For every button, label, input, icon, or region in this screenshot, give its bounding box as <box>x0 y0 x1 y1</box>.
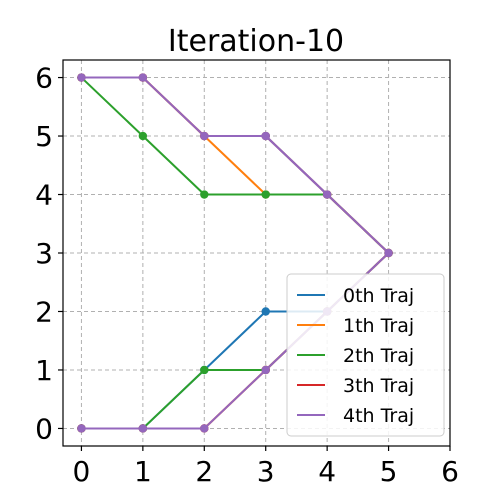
legend-label: 4th Traj <box>343 405 414 427</box>
y-tick-label: 5 <box>35 120 53 153</box>
y-tick-label: 4 <box>35 179 53 212</box>
data-point <box>200 424 209 433</box>
series-layer <box>77 73 393 433</box>
legend-label: 0th Traj <box>343 285 414 307</box>
legend: 0th Traj 1th Traj 2th Traj 3th Traj 4th Traj <box>286 273 445 437</box>
data-point <box>77 424 86 433</box>
data-point <box>261 131 270 141</box>
data-point <box>138 131 148 141</box>
x-tick-label: 0 <box>73 455 91 488</box>
data-point <box>261 365 270 375</box>
data-point <box>200 190 209 199</box>
legend-label: 3th Traj <box>343 375 414 397</box>
data-point <box>138 73 148 82</box>
y-tick-label: 2 <box>35 295 53 328</box>
data-point <box>138 424 148 433</box>
series-4 <box>77 73 393 433</box>
x-tick-label: 6 <box>441 455 459 488</box>
x-tick-label: 4 <box>318 455 336 488</box>
y-tick-label: 3 <box>35 237 53 270</box>
legend-box <box>286 273 445 437</box>
chart-title: Iteration-10 <box>168 24 344 59</box>
x-tick-label: 3 <box>257 455 275 488</box>
ticks: 0 1 2 3 4 5 6 0 1 2 3 4 5 6 <box>35 62 459 488</box>
x-tick-label: 1 <box>134 455 152 488</box>
data-point <box>261 307 270 316</box>
legend-label: 1th Traj <box>343 315 414 337</box>
legend-label: 2th Traj <box>343 345 414 367</box>
y-tick-label: 6 <box>35 62 53 95</box>
x-tick-label: 2 <box>195 455 213 488</box>
data-point <box>77 73 86 82</box>
y-tick-label: 1 <box>35 354 53 387</box>
data-point <box>322 190 332 199</box>
data-point <box>200 131 209 141</box>
x-tick-label: 5 <box>380 455 398 488</box>
data-point <box>261 190 270 199</box>
y-tick-label: 0 <box>35 412 53 445</box>
data-point <box>200 365 209 375</box>
data-point <box>384 248 393 258</box>
